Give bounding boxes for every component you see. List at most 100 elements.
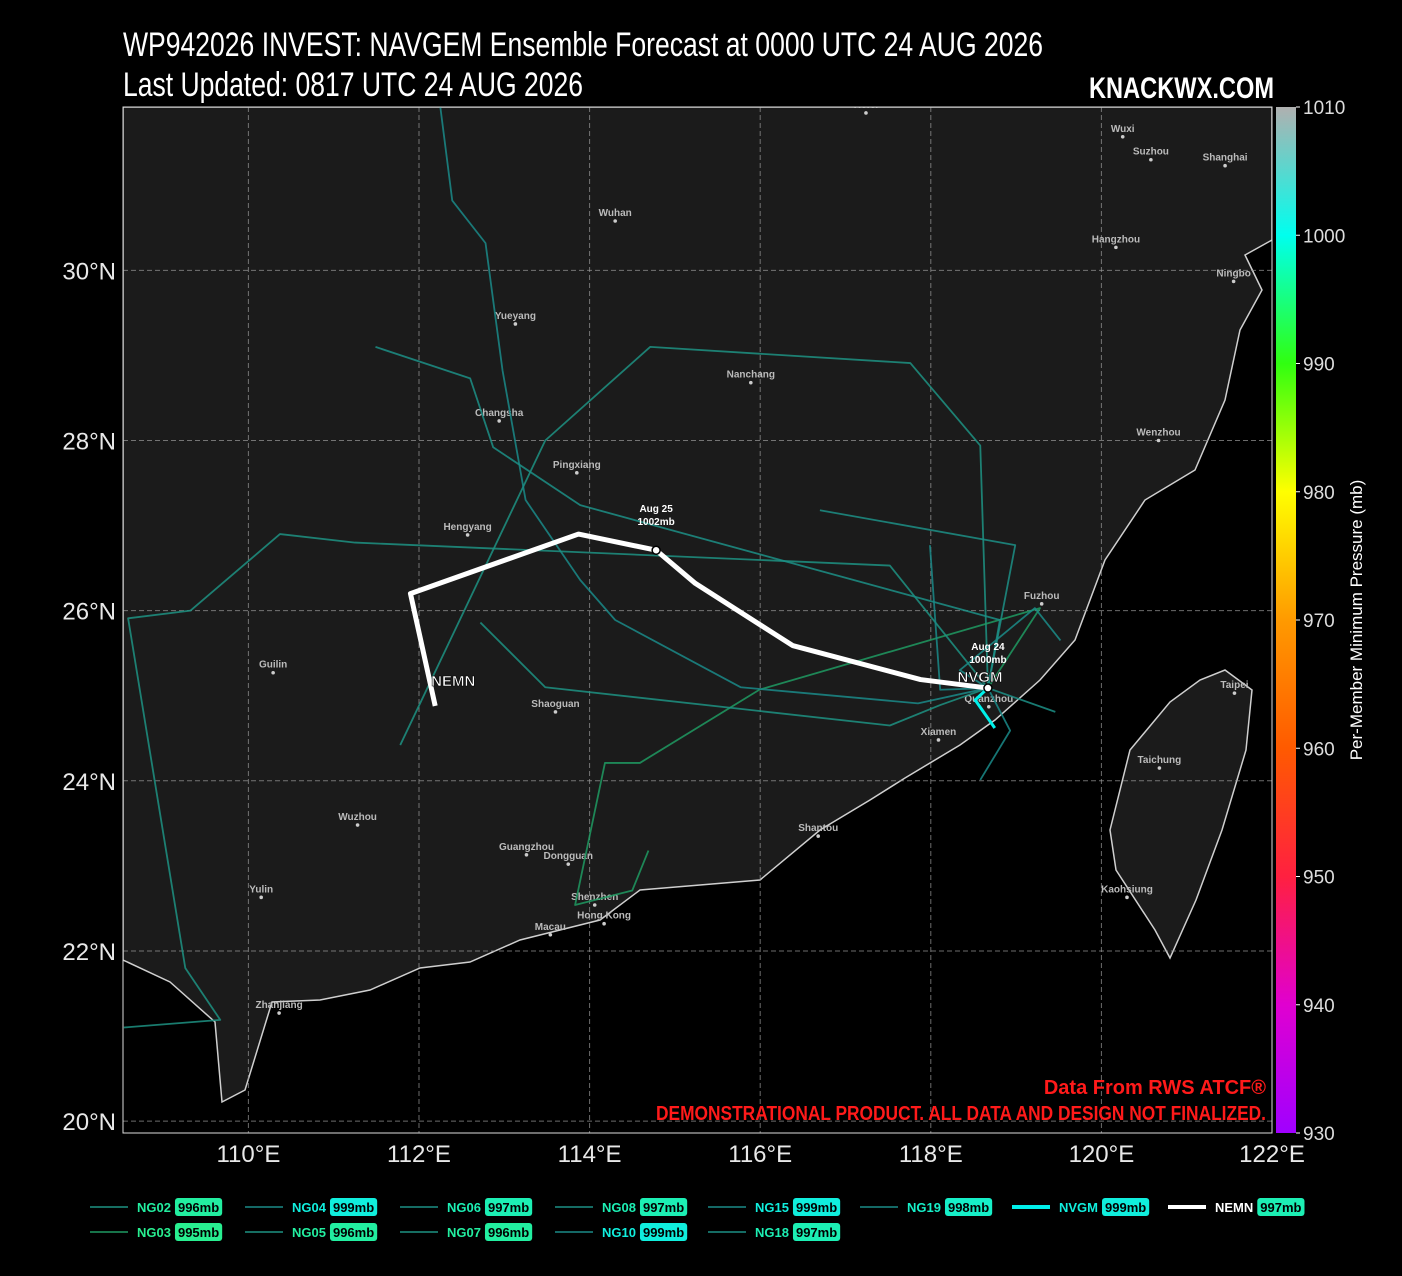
legend-name: NG08 — [602, 1200, 636, 1215]
legend-badge — [639, 1198, 688, 1216]
colorbar-tick-label: 990 — [1303, 355, 1335, 376]
city-label: Xiamen — [921, 727, 957, 738]
city-marker — [574, 471, 579, 475]
title: WP942026 INVEST: NAVGEM Ensemble Forecas… — [123, 26, 1043, 64]
legend-badge — [1257, 1198, 1305, 1216]
legend-badge — [1102, 1198, 1150, 1216]
city-label: Nanchang — [727, 370, 775, 381]
city-label: Zhanjiang — [255, 1000, 302, 1011]
city-marker — [548, 932, 553, 937]
legend-name: NG05 — [292, 1225, 326, 1240]
legend-name: NVGM — [1059, 1200, 1098, 1215]
legend-pressure: 997mb — [796, 1225, 837, 1240]
legend-name: NG02 — [137, 1200, 171, 1215]
city-label: Quanzhou — [964, 694, 1013, 705]
city-marker — [271, 670, 275, 675]
city-marker — [602, 921, 606, 926]
x-tick-label: 122°E — [1239, 1141, 1305, 1168]
legend-badge — [484, 1198, 533, 1216]
y-tick-label: 20°N — [62, 1109, 116, 1136]
site-name: KNACKWX.COM — [1089, 72, 1274, 105]
cities: Hefei Wuxi Suzhou Shanghai Wuhan Hangzhou Ning… — [249, 107, 1251, 1015]
city-marker — [277, 1011, 281, 1015]
city-label: Suzhou — [1133, 147, 1169, 158]
city-label: Macau — [535, 922, 566, 933]
forecast-point — [983, 683, 993, 693]
city-label: Changsha — [475, 408, 524, 419]
y-tick-label: 24°N — [62, 769, 116, 796]
mainland — [123, 107, 1272, 1104]
legend-name: NG03 — [137, 1225, 171, 1240]
city-label: Wuxi — [1111, 124, 1135, 135]
legend: NG02 996mb NG03 995mb NG04 999mb NG05 996mb NG06… — [90, 1198, 1305, 1241]
city-marker — [613, 219, 617, 223]
track-label: NEMN — [431, 673, 475, 690]
legend-pressure: 999mb — [1105, 1200, 1146, 1215]
city-marker — [936, 738, 941, 742]
city-label: Hong Kong — [577, 911, 631, 922]
city-marker — [259, 895, 263, 900]
x-tick-label: 112°E — [387, 1141, 451, 1168]
city-label: Yulin — [249, 884, 273, 895]
annotation-text: Aug 25 — [639, 504, 673, 515]
legend-badge — [639, 1223, 688, 1241]
city-label: Hengyang — [443, 522, 491, 533]
city-label: Guilin — [259, 660, 287, 671]
city-marker — [553, 710, 558, 714]
colorbar-tick-label: 970 — [1303, 611, 1335, 632]
city-marker — [1156, 438, 1161, 443]
x-tick-label: 110°E — [216, 1141, 280, 1168]
annotation-text: Aug 24 — [971, 642, 1005, 653]
x-tick-label: 114°E — [558, 1141, 622, 1168]
city-marker — [1232, 691, 1237, 695]
city-label: Taichung — [1138, 755, 1182, 766]
legend-pressure: 997mb — [643, 1200, 684, 1215]
legend-badge — [944, 1198, 993, 1216]
storm-track — [407, 531, 989, 707]
legend-name: NG19 — [907, 1200, 941, 1215]
city-label: Ningbo — [1216, 268, 1250, 279]
city-marker — [987, 704, 991, 709]
y-tick-label: 26°N — [62, 599, 116, 626]
city-marker — [465, 533, 470, 537]
subtitle: Last Updated: 0817 UTC 24 AUG 2026 — [123, 66, 583, 104]
city-label: Shanghai — [1203, 153, 1248, 164]
city-marker — [524, 853, 529, 857]
colorbar-tick-label: 960 — [1303, 739, 1335, 760]
legend-pressure: 999mb — [333, 1200, 374, 1215]
grid — [123, 107, 1272, 1133]
city-label: Guangzhou — [499, 842, 554, 853]
colorbar-tick-label: 940 — [1303, 996, 1335, 1017]
storm-track — [929, 545, 988, 691]
y-tick-label: 28°N — [62, 428, 116, 455]
track-label: NVGM — [957, 669, 1002, 686]
legend-pressure: 996mb — [178, 1200, 219, 1215]
city-label: Wuhan — [599, 208, 632, 219]
colorbar-tick-label: 950 — [1303, 868, 1335, 889]
city-marker — [816, 834, 821, 838]
storm-track — [958, 607, 1062, 689]
city-marker — [1223, 163, 1227, 168]
storm-track — [973, 686, 997, 729]
legend-badge — [484, 1223, 533, 1241]
source-note: Data From RWS ATCF® — [1044, 1077, 1266, 1099]
city-label: Dongguan — [544, 851, 593, 862]
legend-badge — [329, 1223, 378, 1241]
city-label: Shantou — [798, 823, 838, 834]
legend-badge — [174, 1198, 223, 1216]
city-marker — [513, 322, 518, 326]
city-marker — [1149, 157, 1153, 162]
legend-name: NG06 — [447, 1200, 481, 1215]
city-label: Yueyang — [495, 311, 536, 322]
legend-pressure: 995mb — [178, 1225, 219, 1240]
colorbar-label: Per-Member Minimum Pressure (mb) — [1347, 480, 1366, 761]
axes: 110°E 112°E 114°E 116°E 118°E 120°E 122°E 20°N 2… — [62, 98, 1345, 1168]
colorbar-tick-label: 980 — [1303, 483, 1335, 504]
legend-badge — [792, 1198, 841, 1216]
legend-pressure: 996mb — [488, 1225, 529, 1240]
y-tick-label: 22°N — [62, 939, 116, 966]
city-marker — [1125, 895, 1129, 900]
legend-name: NG07 — [447, 1225, 481, 1240]
legend-pressure: 999mb — [796, 1200, 837, 1215]
